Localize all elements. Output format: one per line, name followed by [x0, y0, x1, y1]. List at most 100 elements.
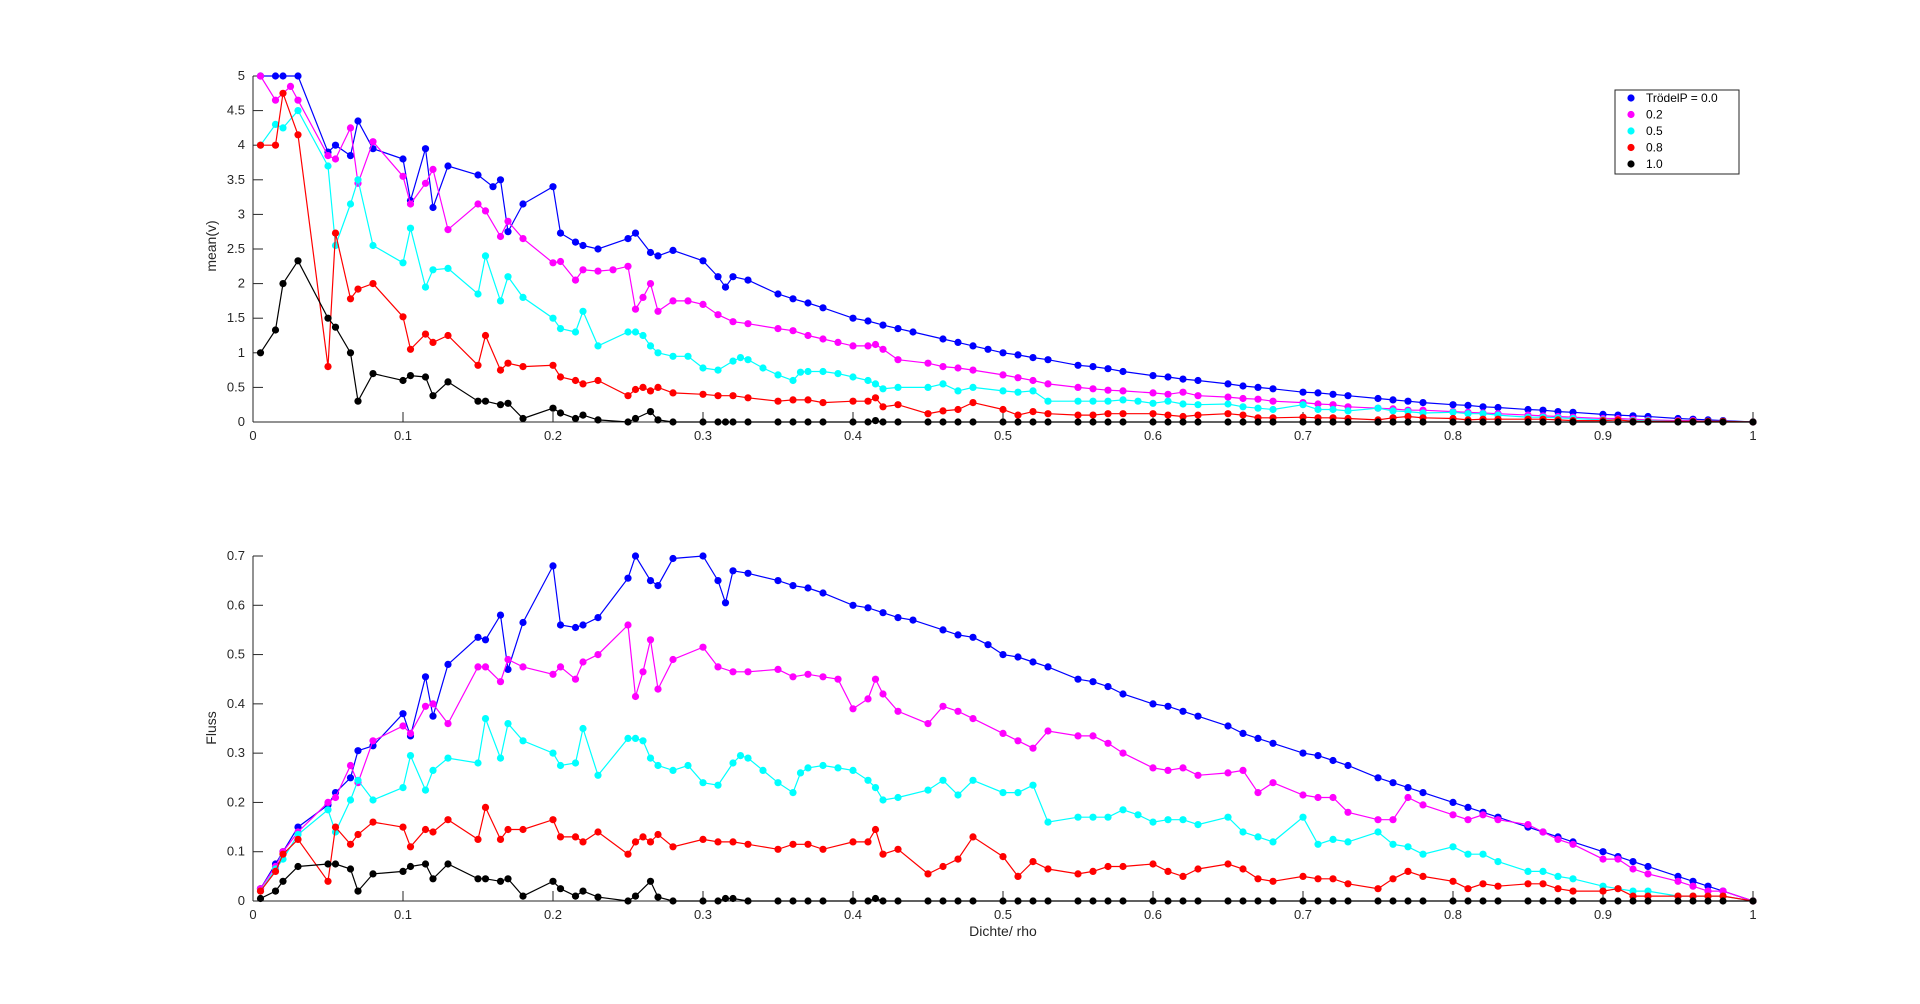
velocity-data-point — [1374, 404, 1382, 412]
velocity-data-point — [1314, 389, 1322, 397]
velocity-data-point — [624, 235, 632, 243]
flow-data-point — [1554, 885, 1562, 893]
flow-data-point — [1464, 803, 1472, 812]
flow-data-point — [699, 643, 707, 651]
flow-data-point — [729, 759, 737, 767]
flow-data-point — [1419, 872, 1427, 881]
flow-data-point — [789, 789, 797, 797]
velocity-data-point — [1119, 367, 1127, 376]
velocity-data-point — [864, 397, 872, 405]
velocity-y-tick-label: 1.5 — [227, 310, 245, 325]
flow-data-point — [519, 892, 527, 900]
flow-data-point — [571, 675, 580, 683]
velocity-data-point — [1554, 418, 1562, 426]
flow-data-point — [631, 734, 640, 743]
flow-data-point — [1224, 722, 1232, 730]
flow-data-point — [729, 894, 737, 903]
velocity-data-point — [1089, 385, 1097, 393]
flow-data-point — [324, 860, 332, 868]
velocity-data-point — [444, 226, 452, 234]
velocity-data-point — [744, 356, 752, 364]
flow-data-point — [699, 552, 707, 560]
flow-data-point — [406, 843, 415, 851]
flow-data-point — [1644, 887, 1652, 895]
flow-data-point — [481, 636, 490, 644]
velocity-data-point — [1104, 365, 1112, 373]
velocity-data-point — [331, 323, 340, 331]
flow-data-point — [879, 690, 887, 698]
velocity-data-point — [984, 345, 992, 353]
velocity-data-point — [1194, 376, 1202, 385]
flow-data-point — [714, 897, 722, 905]
flow-data-point — [519, 663, 527, 671]
velocity-data-point — [646, 280, 655, 288]
velocity-data-point — [939, 380, 947, 388]
flow-data-point — [1329, 756, 1337, 765]
flow-data-point — [1119, 749, 1127, 757]
flow-data-point — [849, 766, 857, 775]
flow-data-point — [1074, 813, 1082, 821]
velocity-data-point — [1104, 410, 1112, 418]
flow-data-point — [864, 604, 872, 612]
velocity-data-point — [796, 368, 805, 376]
velocity-data-point — [1269, 405, 1277, 414]
flow-data-point — [474, 663, 482, 671]
flow-data-point — [1299, 872, 1307, 881]
velocity-data-point — [294, 107, 302, 115]
velocity-data-point — [729, 392, 737, 400]
velocity-data-point — [1524, 405, 1532, 414]
velocity-data-point — [444, 162, 452, 170]
flow-data-point — [1149, 818, 1157, 826]
flow-data-point — [714, 838, 722, 846]
flow-series-1 — [256, 621, 1757, 905]
velocity-data-point — [1329, 418, 1337, 426]
flow-data-point — [954, 707, 962, 715]
velocity-data-point — [789, 418, 797, 426]
flow-data-point — [1329, 835, 1337, 844]
flow-data-point — [1494, 882, 1502, 890]
velocity-data-point — [804, 418, 812, 426]
velocity-data-point — [504, 228, 512, 236]
flow-data-point — [1014, 897, 1022, 905]
flow-data-point — [1164, 766, 1172, 775]
velocity-data-point — [496, 401, 505, 409]
velocity-data-point — [549, 259, 557, 267]
flow-data-point — [1074, 675, 1082, 683]
velocity-data-point — [579, 307, 587, 315]
velocity-data-point — [969, 342, 977, 350]
velocity-data-point — [1179, 418, 1187, 426]
flow-data-point — [1269, 779, 1277, 787]
flow-data-point — [579, 838, 587, 846]
velocity-data-point — [1389, 418, 1397, 426]
velocity-data-point — [999, 405, 1007, 414]
flow-data-point — [1314, 875, 1322, 883]
flow-data-point — [714, 577, 722, 585]
velocity-data-point — [331, 155, 340, 163]
flow-data-point — [1719, 887, 1727, 895]
flow-data-point — [1224, 897, 1232, 905]
velocity-data-point — [954, 405, 962, 414]
flow-data-point — [1389, 779, 1397, 787]
velocity-data-point — [271, 120, 280, 128]
velocity-data-point — [571, 376, 580, 385]
velocity-data-point — [894, 383, 902, 391]
flow-data-point — [474, 875, 482, 883]
velocity-data-point — [1074, 411, 1082, 419]
velocity-data-point — [279, 124, 287, 132]
velocity-data-point — [939, 363, 947, 371]
velocity-data-point — [1464, 401, 1472, 409]
velocity-data-point — [1314, 400, 1322, 408]
flow-data-point — [421, 702, 430, 710]
flow-data-point — [849, 705, 857, 713]
velocity-data-point — [324, 314, 332, 322]
velocity-x-tick-label: 0.8 — [1444, 428, 1462, 443]
velocity-data-point — [1269, 418, 1277, 426]
flow-data-point — [1389, 897, 1397, 905]
flow-data-point — [504, 720, 512, 728]
velocity-data-point — [999, 387, 1007, 395]
flow-data-point — [639, 833, 647, 841]
flow-data-point — [579, 887, 587, 895]
velocity-data-point — [669, 246, 677, 254]
velocity-data-point — [639, 293, 647, 301]
flow-data-point — [579, 724, 587, 733]
